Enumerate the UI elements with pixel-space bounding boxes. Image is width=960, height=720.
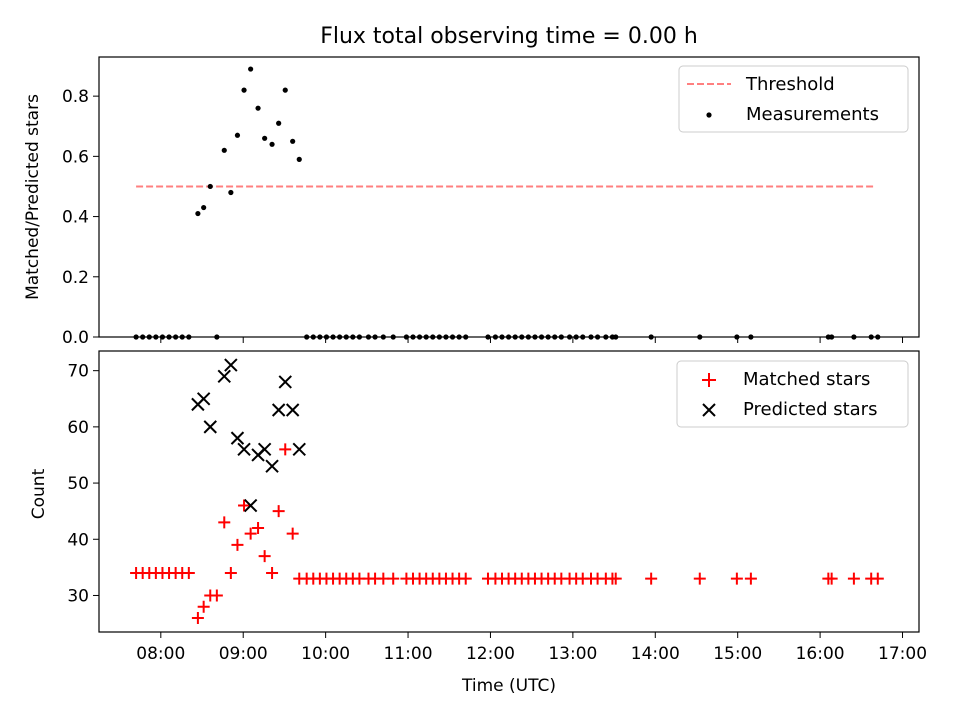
measurement-point (228, 189, 234, 196)
measurement-point (201, 204, 207, 211)
matched-star-point (272, 505, 285, 518)
predicted-star-point (237, 442, 251, 457)
measurement-point (262, 135, 268, 141)
legend-threshold-label: Threshold (745, 74, 835, 95)
x-tick-label: 13:00 (548, 644, 597, 664)
matched-star-point (238, 499, 251, 512)
matched-star-point (244, 527, 257, 540)
matched-star-point (847, 572, 860, 585)
measurement-point (207, 183, 213, 190)
top-y-tick-label: 0.0 (62, 328, 89, 348)
legend-measurements-label: Measurements (746, 104, 879, 125)
matched-star-point (191, 611, 204, 624)
predicted-star-point (243, 498, 258, 513)
measurement-point (195, 210, 201, 217)
x-axis-label: Time (UTC) (461, 676, 556, 696)
bottom-legend-box (676, 360, 909, 428)
predicted-star-point (278, 375, 292, 389)
bottom-y-tick-label: 70 (67, 362, 89, 382)
legend-matched-label: Matched stars (743, 369, 870, 390)
matched-star-point (459, 572, 472, 585)
top-y-tick-label: 0.2 (62, 268, 89, 288)
matched-star-point (609, 572, 622, 585)
top-legend-box (678, 65, 909, 133)
bottom-y-tick-label: 30 (67, 586, 89, 606)
predicted-star-point (271, 403, 286, 417)
x-tick-label: 16:00 (796, 644, 845, 664)
measurement-point (296, 156, 302, 162)
matched-star-point (871, 572, 884, 585)
measurement-point (241, 87, 247, 93)
x-tick-label: 11:00 (384, 644, 433, 664)
matched-star-point (744, 572, 757, 585)
top-y-tick-label: 0.4 (62, 208, 89, 228)
measurement-point (221, 147, 227, 153)
bottom-axes-frame (98, 350, 920, 633)
bottom-y-tick-label: 60 (67, 418, 89, 438)
measurement-point (248, 66, 254, 72)
bottom-legend: Matched stars Predicted stars (676, 360, 909, 428)
matched-star-point (224, 566, 237, 579)
x-tick-label: 15:00 (713, 644, 762, 664)
bottom-y-tick-label: 40 (67, 530, 89, 550)
x-tick-label: 12:00 (466, 644, 515, 664)
measurement-point (276, 120, 282, 126)
predicted-star-point (203, 420, 217, 434)
bottom-panel: 30 40 50 60 70 08:00 09:00 10:00 11:00 12:00 13:00… (29, 350, 927, 696)
predicted-star-point (265, 459, 279, 473)
top-panel: Flux total observing time = 0.00 h 0.0 0.… (23, 24, 920, 348)
matched-star-point (693, 572, 706, 585)
matched-star-point (252, 522, 265, 535)
matched-star-point (197, 600, 210, 613)
x-tick-label: 08:00 (136, 644, 185, 664)
x-tick-label: 10:00 (301, 644, 350, 664)
matched-star-point (218, 516, 231, 529)
matched-star-point (182, 566, 195, 579)
legend-measurements-swatch (706, 112, 712, 118)
matched-star-point (825, 572, 838, 585)
bottom-y-axis-label: Count (29, 468, 49, 519)
legend-predicted-swatch (702, 403, 716, 417)
matched-star-point (286, 527, 299, 540)
matched-star-point (210, 589, 223, 602)
x-tick-label: 14:00 (631, 644, 680, 664)
legend-predicted-label: Predicted stars (743, 399, 877, 420)
matched-star-point (258, 550, 271, 563)
predicted-star-point (257, 442, 272, 457)
predicted-star-point (196, 392, 211, 406)
top-legend: Threshold Measurements (678, 65, 909, 133)
matched-star-point (231, 538, 244, 551)
predicted-star-point (217, 369, 231, 383)
predicted-star-point (230, 431, 245, 445)
measurement-point (290, 138, 296, 144)
chart-title: Flux total observing time = 0.00 h (320, 24, 698, 49)
predicted-star-point (224, 358, 238, 372)
matched-star-point (645, 572, 658, 585)
matched-star-point (730, 572, 743, 585)
predicted-star-point (285, 403, 300, 417)
top-y-tick-label: 0.8 (62, 87, 89, 107)
measurement-point (255, 105, 261, 111)
bottom-y-tick-label: 50 (67, 474, 89, 494)
x-tick-label: 09:00 (219, 644, 268, 664)
top-y-tick-label: 0.6 (62, 147, 89, 167)
top-y-axis-label: Matched/Predicted stars (23, 94, 43, 300)
matched-star-point (279, 443, 292, 456)
legend-matched-swatch (702, 373, 716, 387)
measurement-point (282, 87, 288, 93)
top-axes-frame (98, 56, 920, 338)
measurement-point (234, 132, 241, 138)
measurement-point (269, 141, 275, 147)
matched-star-point (387, 572, 400, 585)
x-tick-label: 17:00 (878, 644, 927, 664)
predicted-star-point (292, 442, 306, 457)
matched-star-point (266, 566, 279, 579)
